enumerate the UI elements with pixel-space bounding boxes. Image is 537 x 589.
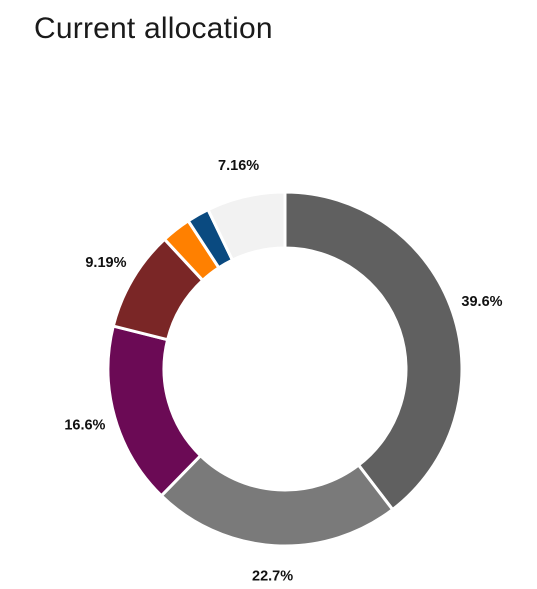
donut-slice-2[interactable] xyxy=(106,324,203,498)
donut-slice-1[interactable] xyxy=(159,453,395,548)
slice-label-6: 7.16% xyxy=(218,158,259,174)
donut-slice-0[interactable] xyxy=(283,190,464,512)
donut-labels: 39.6% 22.7% 16.6% 9.19% 7.16% xyxy=(64,158,502,584)
page-title: Current allocation xyxy=(34,12,273,45)
donut-slices xyxy=(106,190,464,548)
slice-label-3: 9.19% xyxy=(85,255,126,271)
slice-label-2: 16.6% xyxy=(64,418,105,434)
slice-label-1: 22.7% xyxy=(252,568,293,584)
slice-label-0: 39.6% xyxy=(461,294,502,310)
donut-slice-6[interactable] xyxy=(206,190,287,263)
